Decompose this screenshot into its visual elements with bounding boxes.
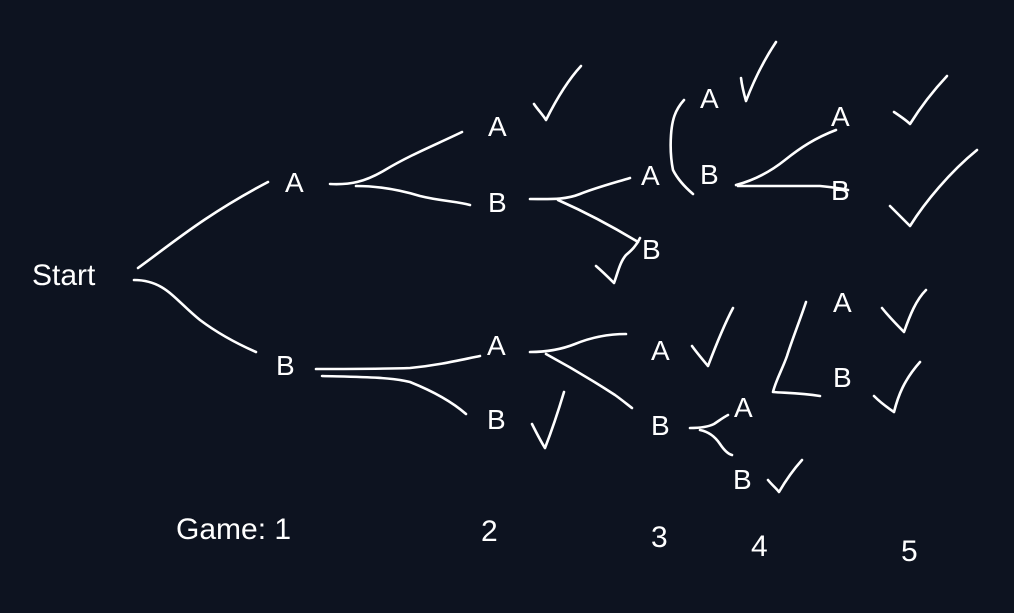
branch-ba-to-bab [544, 352, 634, 410]
checkmark-icon [872, 360, 922, 414]
node-g3-baa: A [651, 335, 670, 366]
game-label-3: 3 [651, 521, 668, 554]
node-g5-babaa: A [833, 287, 852, 318]
node-g4-baba: A [734, 392, 753, 423]
branch-start-to-a [136, 180, 270, 270]
node-g3-bab: B [651, 410, 670, 441]
checkmark-icon [892, 74, 949, 126]
node-g2-ba: A [487, 330, 506, 361]
branch-aba-bracket [669, 98, 695, 196]
branch-bab-to-babb [698, 428, 734, 457]
branch-a-to-aa [328, 130, 464, 186]
checkmark-icon [888, 148, 979, 228]
node-g1-a: A [285, 167, 304, 198]
node-g5-ababb: B [831, 175, 850, 206]
branch-baba-bracket [771, 300, 822, 398]
checkmark-icon [766, 458, 804, 494]
branch-b-to-bb [320, 374, 468, 416]
game-label-1: Game: 1 [176, 513, 291, 546]
branch-ab-to-aba [528, 176, 632, 201]
branch-abab-to-ababa [734, 128, 838, 187]
node-g5-babab: B [833, 362, 852, 393]
checkmark-icon [530, 390, 566, 450]
node-g1-b: B [276, 350, 295, 381]
node-g5-ababa: A [831, 101, 850, 132]
node-g2-bb: B [487, 404, 506, 435]
game-label-5: 5 [901, 535, 918, 568]
node-g4-babb: B [733, 464, 752, 495]
node-g2-ab: B [488, 187, 507, 218]
checkmark-icon [739, 40, 778, 103]
checkmark-icon [880, 288, 928, 334]
branch-ab-to-abb [556, 198, 640, 244]
node-g2-aa: A [488, 111, 507, 142]
checkmark-icon [690, 306, 735, 368]
start-label: Start [32, 259, 96, 292]
game-label-4: 4 [751, 530, 768, 563]
branch-bab-to-baba [688, 413, 730, 430]
branch-ba-to-baa [528, 332, 628, 354]
branch-b-to-ba [314, 354, 482, 371]
branch-abab-to-ababb [736, 184, 850, 192]
node-g3-aba: A [641, 160, 660, 191]
checkmark-icon [532, 64, 583, 122]
node-g4-abaa: A [700, 83, 719, 114]
node-g4-abab: B [700, 159, 719, 190]
node-g3-abb: B [642, 234, 661, 265]
game-label-2: 2 [481, 515, 498, 548]
branch-a-to-ab [354, 184, 472, 207]
checkmark-icon [594, 236, 642, 285]
branch-start-to-b [132, 278, 258, 354]
